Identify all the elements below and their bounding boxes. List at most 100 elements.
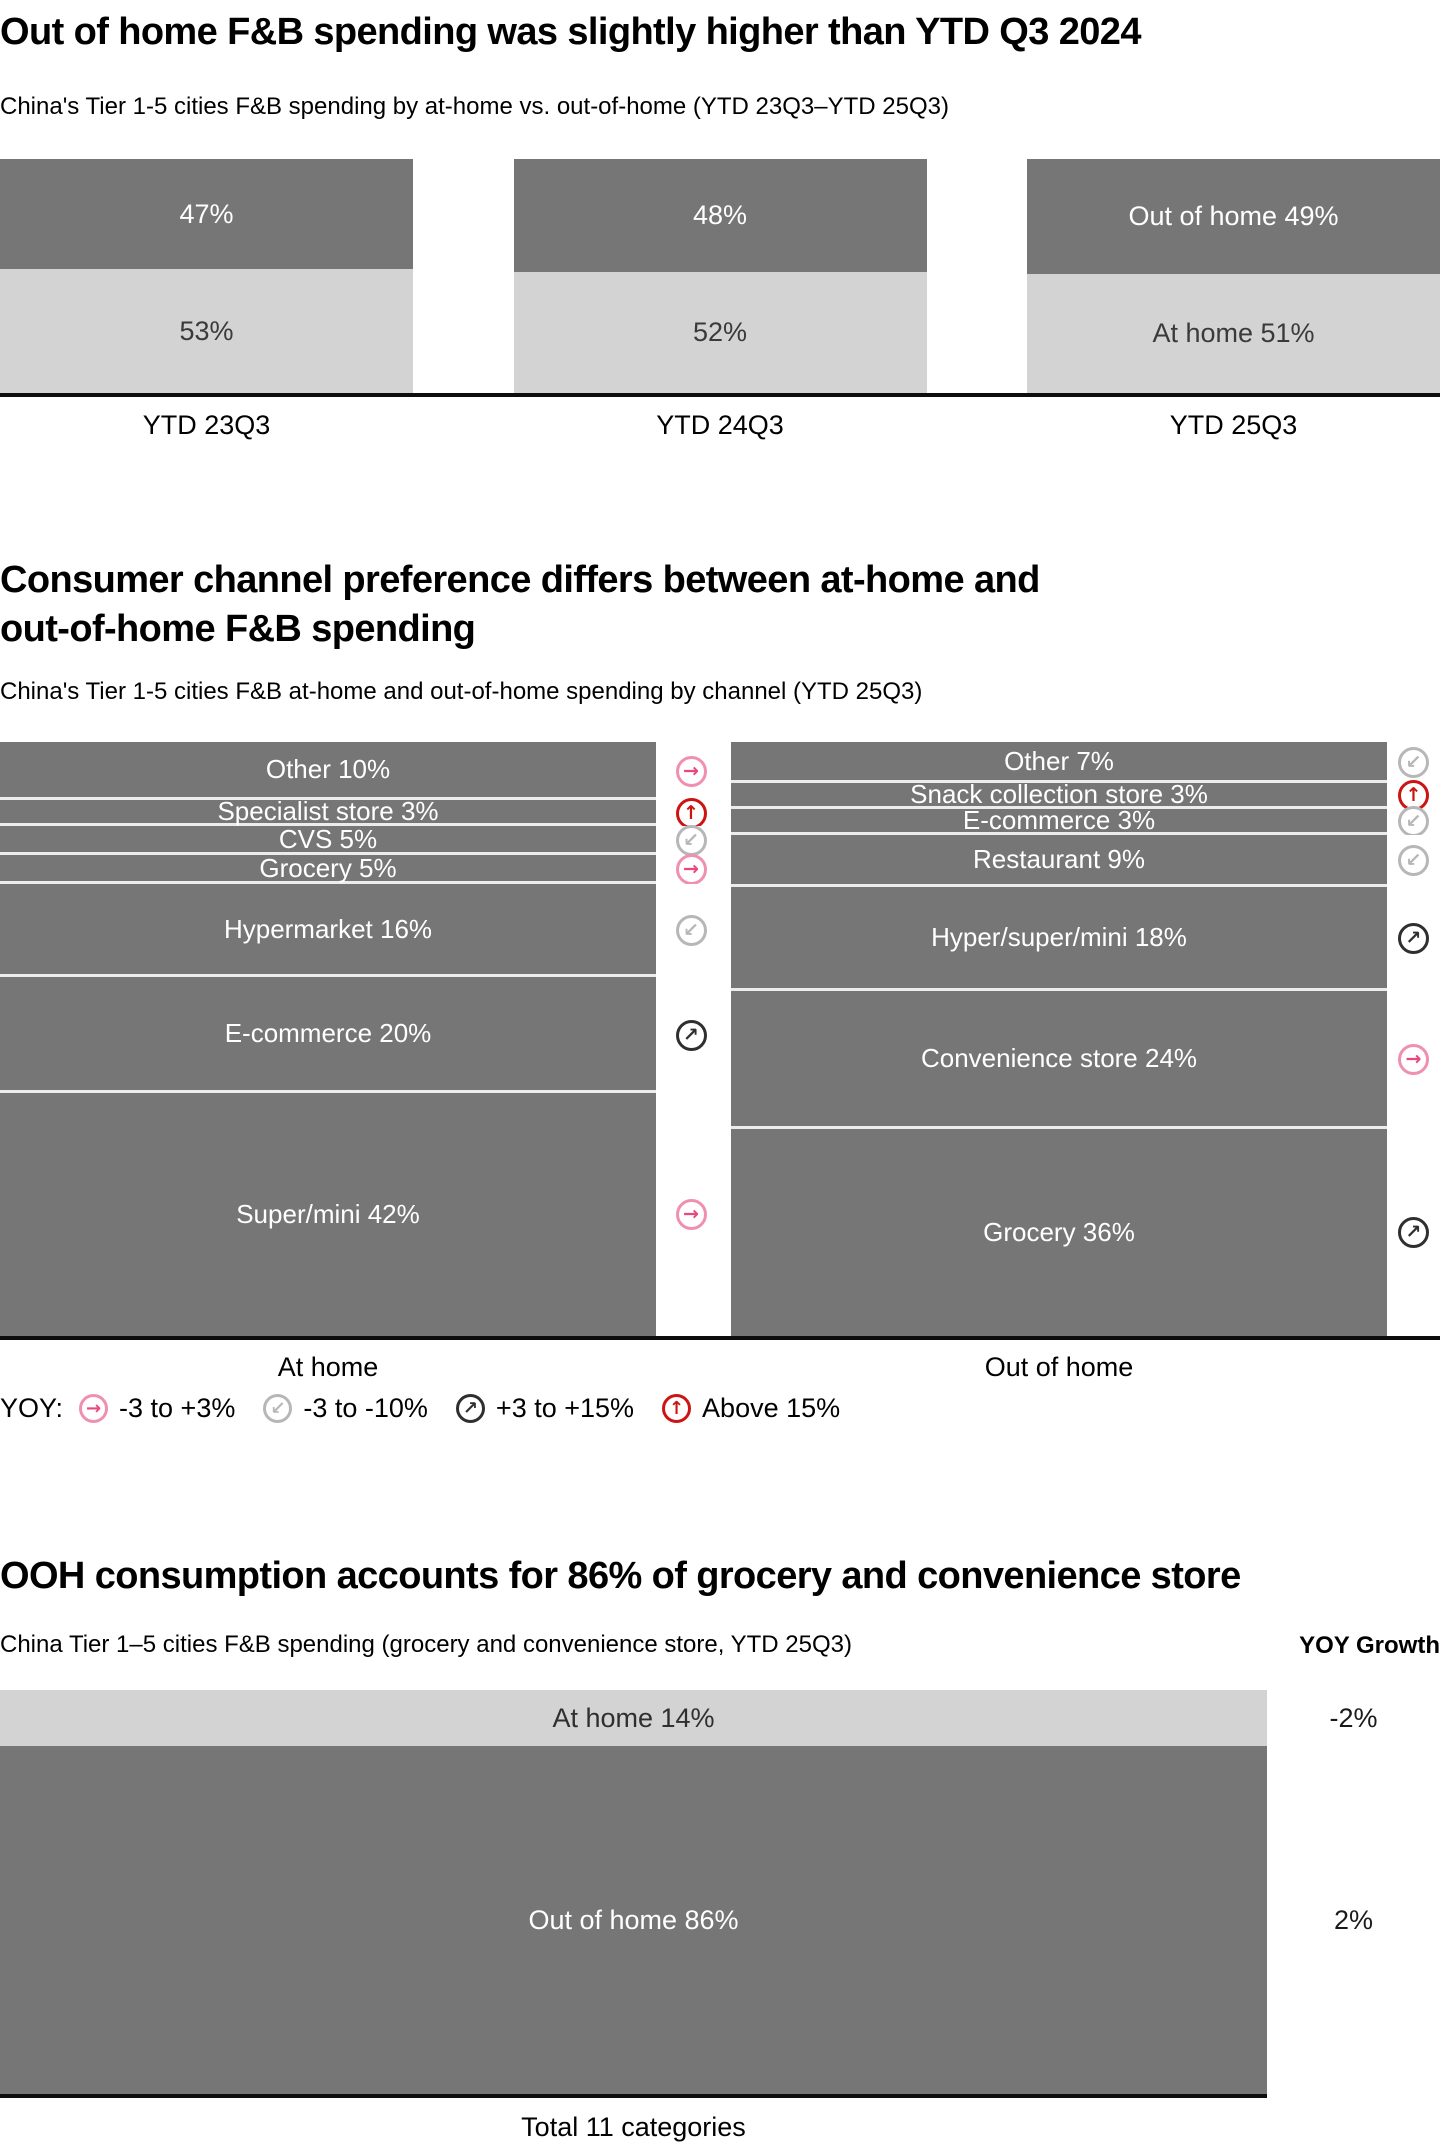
yoy-arrow-cell: ↗ xyxy=(1387,1128,1440,1337)
channel-row: Grocery 36% ↗ xyxy=(731,1128,1440,1337)
axis-label: YTD 24Q3 xyxy=(656,410,784,441)
channel-segment-label: Other 7% xyxy=(1004,745,1114,776)
arrow-up-right-in-circle-icon: ↗ xyxy=(1398,923,1429,955)
channel-segment: CVS 5% xyxy=(0,823,656,856)
yoy-arrow-cell: → xyxy=(656,1093,726,1337)
section3-subtitle-row: China Tier 1–5 cities F&B spending (groc… xyxy=(0,1631,1440,1660)
yoy-arrow-cell: ↙ xyxy=(1387,742,1440,783)
channel-row: Hyper/super/mini 18% ↗ xyxy=(731,886,1440,991)
channel-segment-label: Grocery 5% xyxy=(259,852,397,883)
channel-row: Snack collection store 3% ↑ xyxy=(731,779,1440,812)
bar-segment: 48% xyxy=(513,159,927,272)
legend-item-label: Above 15% xyxy=(702,1393,841,1424)
yoy-arrow-cell: ↙ xyxy=(656,884,726,978)
channel-segment-label: Other 10% xyxy=(265,754,391,785)
channel-segment: E-commerce 20% xyxy=(0,977,656,1094)
channel-row: Convenience store 24% → xyxy=(731,990,1440,1129)
chart-spend-split: 47% 53% 48% 52% Out of home 49% At home 51% Y… xyxy=(0,159,1440,441)
arrow-up-in-circle-icon: ↑ xyxy=(675,797,707,829)
channel-segment-label: Super/mini 42% xyxy=(236,1199,420,1230)
chart1-bars: 47% 53% 48% 52% Out of home 49% At home 51% xyxy=(0,159,1440,394)
channel-segment: Specialist store 3% xyxy=(0,796,656,827)
channel-row: Specialist store 3% ↑ xyxy=(0,796,726,829)
section2-title-line1: Consumer channel preference differs betw… xyxy=(0,559,1040,602)
legend-item: → -3 to +3% xyxy=(79,1393,235,1424)
channel-row: Grocery 5% → xyxy=(0,852,726,886)
legend-item-label: -3 to -10% xyxy=(303,1393,428,1424)
chart2-rows-out-of-home: Other 7% ↙ Snack collection store 3% ↑ E-com… xyxy=(731,742,1440,1337)
bar-segment-label: Out of home 49% xyxy=(1128,201,1339,232)
arrow-down-left-in-circle-icon: ↙ xyxy=(1398,806,1429,838)
section-spend-split: Out of home F&B spending was slightly hi… xyxy=(0,0,1440,441)
yoy-arrow-cell: → xyxy=(1387,990,1440,1129)
arrow-down-left-in-circle-icon: ↙ xyxy=(675,825,707,857)
chart2-group-at-home: Other 10% → Specialist store 3% ↑ CVS 5% ↙ Gro… xyxy=(0,742,726,1337)
bar-segment-label: At home 51% xyxy=(1152,318,1315,349)
arrow-up-right-in-circle-icon: ↗ xyxy=(675,1019,707,1051)
channel-row: Hypermarket 16% ↙ xyxy=(0,884,726,978)
channel-row: E-commerce 20% ↗ xyxy=(0,977,726,1094)
legend-item: ↙ -3 to -10% xyxy=(263,1393,428,1424)
chart3-axis-line xyxy=(0,2093,1267,2098)
yoy-arrow-cell: ↑ xyxy=(656,797,726,829)
yoy-arrow-cell: ↑ xyxy=(1387,780,1440,812)
channel-segment-label: Convenience store 24% xyxy=(920,1042,1198,1073)
channel-row: Restaurant 9% ↙ xyxy=(731,834,1440,887)
yoy-growth-header: YOY Growth xyxy=(1299,1631,1440,1659)
axis-label: YTD 25Q3 xyxy=(1169,410,1298,441)
chart-ooh-share: At home 14% -2% Out of home 86% 2% Total 11… xyxy=(0,1689,1440,2143)
channel-segment: Convenience store 24% xyxy=(731,990,1387,1129)
share-segment-label: Out of home 86% xyxy=(528,1904,739,1935)
channel-segment: Other 7% xyxy=(731,742,1387,783)
channel-segment: E-commerce 3% xyxy=(731,805,1387,835)
chart2-label-gap xyxy=(656,1352,731,1383)
yoy-growth-value: 2% xyxy=(1333,1904,1374,1935)
channel-segment-label: Restaurant 9% xyxy=(973,843,1145,874)
arrow-right-in-circle-icon: → xyxy=(1398,1044,1429,1076)
bar-segment-label: 52% xyxy=(692,317,748,348)
section2-title-line2: out-of-home F&B spending xyxy=(0,608,476,651)
yoy-legend-label: YOY: xyxy=(0,1393,64,1424)
yoy-arrow-cell: ↗ xyxy=(656,977,726,1094)
arrow-right-in-circle-icon: → xyxy=(675,755,707,787)
section2-title: Consumer channel preference differs betw… xyxy=(0,556,1440,653)
channel-row: E-commerce 3% ↙ xyxy=(731,805,1440,838)
section2-subtitle: China's Tier 1-5 cities F&B at-home and … xyxy=(0,677,923,705)
channel-segment-label: CVS 5% xyxy=(278,823,378,854)
chart1-axis-line xyxy=(0,393,1440,398)
channel-segment-label: Snack collection store 3% xyxy=(910,778,1208,809)
yoy-arrow-cell: → xyxy=(656,742,726,801)
bar-segment-label: 53% xyxy=(179,315,234,346)
share-row: Out of home 86% 2% xyxy=(0,1746,1440,2094)
section1-title: Out of home F&B spending was slightly hi… xyxy=(0,11,1141,53)
legend-item: ↑ Above 15% xyxy=(662,1393,840,1424)
channel-segment-label: E-commerce 20% xyxy=(224,1018,432,1049)
channel-segment-label: Specialist store 3% xyxy=(217,796,439,827)
channel-segment: Grocery 36% xyxy=(731,1128,1387,1337)
channel-segment-label: Grocery 36% xyxy=(983,1217,1135,1248)
bar-segment: 53% xyxy=(0,269,413,394)
channel-segment-label: E-commerce 3% xyxy=(962,804,1156,835)
bar-segment: At home 51% xyxy=(1027,274,1440,394)
section3-subtitle: China Tier 1–5 cities F&B spending (groc… xyxy=(0,1631,852,1659)
share-segment: At home 14% xyxy=(0,1689,1267,1747)
arrow-down-left-in-circle-icon: ↙ xyxy=(263,1394,293,1424)
chart2-label-at-home: At home xyxy=(277,1352,379,1383)
chart2-label-out-of-home: Out of home xyxy=(984,1352,1134,1383)
yoy-arrow-cell: → xyxy=(656,854,726,886)
channel-row: CVS 5% ↙ xyxy=(0,823,726,857)
section-channel-preference: Consumer channel preference differs betw… xyxy=(0,556,1440,1424)
arrow-down-left-in-circle-icon: ↙ xyxy=(1398,845,1429,877)
yoy-arrow-cell: ↙ xyxy=(656,825,726,857)
share-row: At home 14% -2% xyxy=(0,1689,1440,1747)
bar-column: 48% 52% xyxy=(513,159,927,394)
yoy-arrow-cell: ↙ xyxy=(1387,834,1440,887)
channel-row: Other 10% → xyxy=(0,742,726,801)
bar-segment: Out of home 49% xyxy=(1027,159,1440,275)
bar-column: 47% 53% xyxy=(0,159,413,394)
chart-channel-mix: Other 10% → Specialist store 3% ↑ CVS 5% ↙ Gro… xyxy=(0,742,1440,1337)
chart3-footer-label: Total 11 categories xyxy=(521,2111,746,2142)
arrow-up-right-in-circle-icon: ↗ xyxy=(1398,1217,1429,1249)
chart1-x-labels: YTD 23Q3 YTD 24Q3 YTD 25Q3 xyxy=(0,410,1440,441)
yoy-growth-value: -2% xyxy=(1329,1702,1378,1733)
